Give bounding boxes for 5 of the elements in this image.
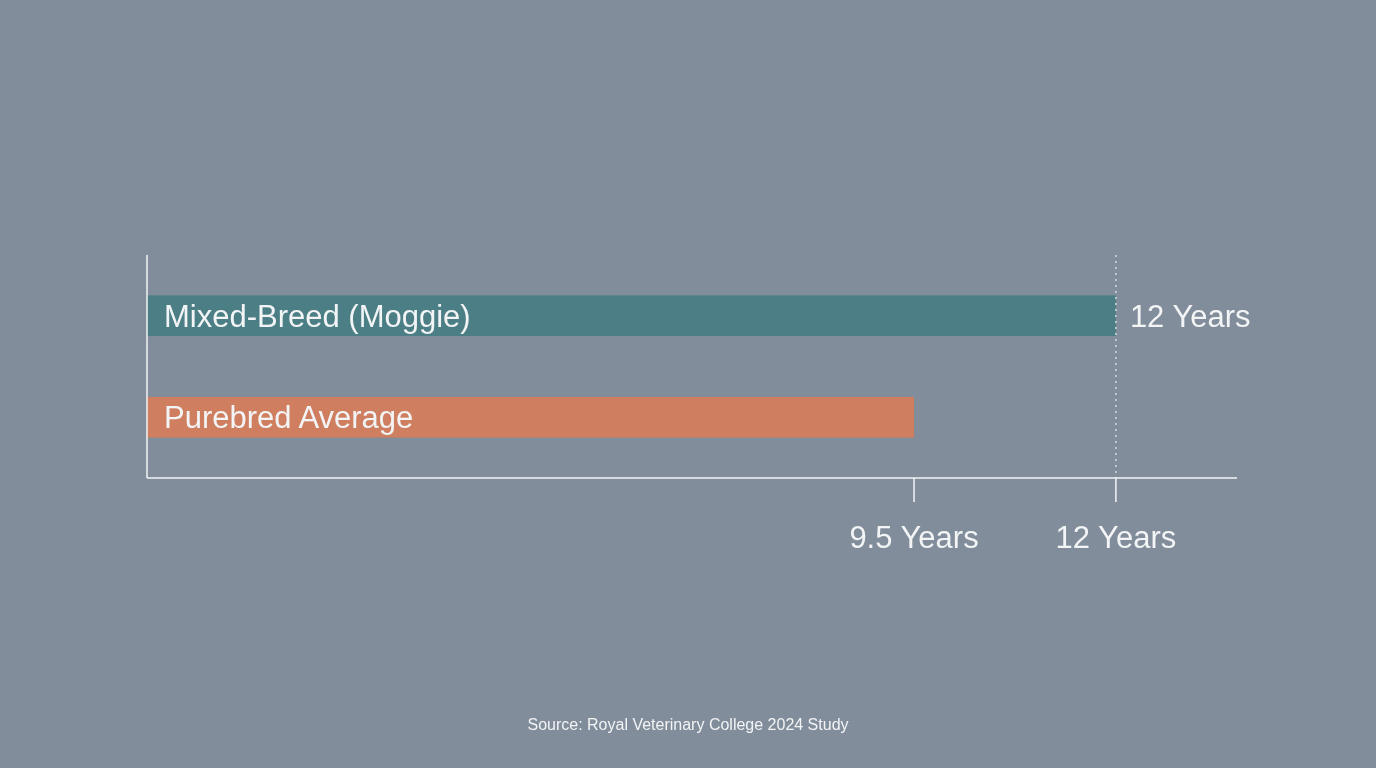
y-tick-label: Mixed-Breed (Moggie) xyxy=(164,298,471,334)
x-tick-label: 9.5 Years xyxy=(849,519,979,555)
source-note: Source: Royal Veterinary College 2024 Study xyxy=(527,715,849,733)
data-label: 12 Years xyxy=(1129,298,1251,334)
y-tick-label: Purebred Average xyxy=(164,400,414,436)
